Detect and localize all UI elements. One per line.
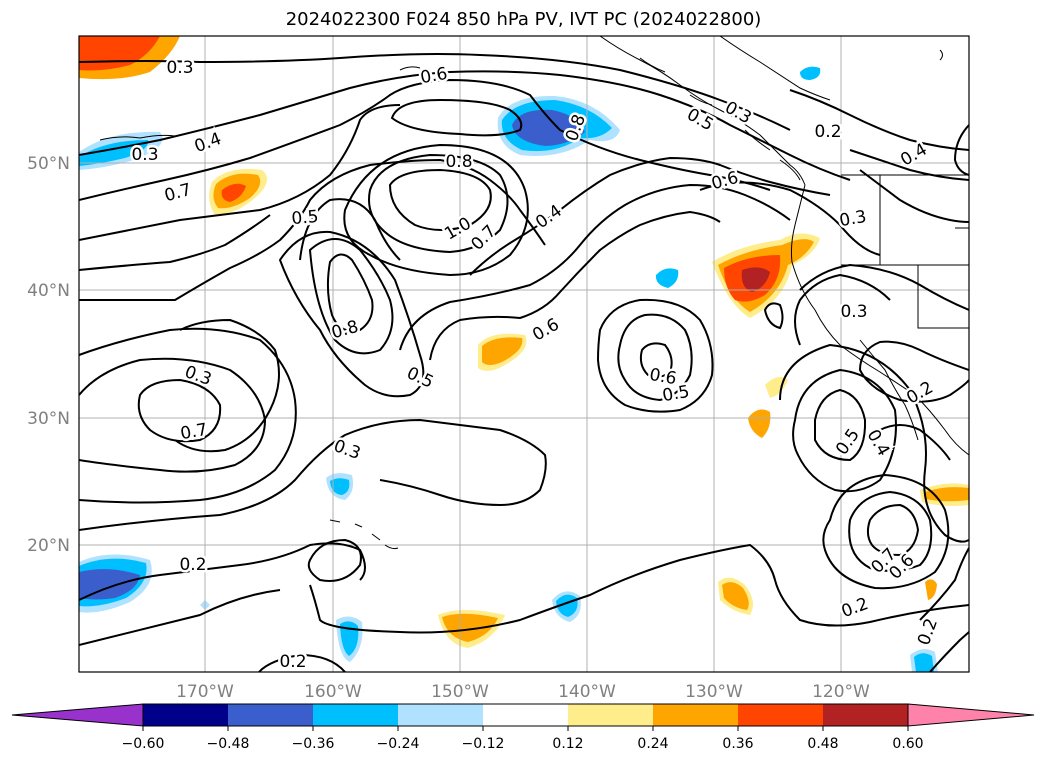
colorbar-tick-label: 0.36 [722,736,753,752]
positive-anomaly-patch [482,337,523,365]
lon-label: 160°W [304,682,362,702]
colorbar-tick-label: −0.48 [207,736,250,752]
lon-label: 120°W [812,682,870,702]
lat-label: 50°N [27,154,70,174]
colorbar-segment [653,704,738,726]
negative-anomaly-patch [330,478,350,495]
contour-label: 0.5 [661,382,691,406]
colorbar-tick-label: 0.24 [637,736,668,752]
colorbar-segment [568,704,653,726]
negative-anomaly-patch [800,66,821,80]
positive-anomaly-patch [748,409,771,438]
contour-label: 0.7 [162,180,193,206]
lon-label: 140°W [558,682,616,702]
negative-anomaly-patch [79,569,140,600]
contour-label: 0.2 [279,652,306,672]
lon-axis: 170°W 160°W 150°W 140°W 130°W 120°W [176,682,870,702]
shaded-anomalies [79,36,969,672]
positive-anomaly-patch [722,582,749,610]
colorbar-segment [738,704,823,726]
contour-label: 0.3 [331,436,363,464]
gridlines [79,36,969,672]
contour-label: 0.2 [179,555,206,575]
negative-anomaly-patch [914,653,934,672]
contour-label: 0.8 [445,152,472,172]
map-frame [78,35,970,673]
positive-anomaly-patch [442,613,498,642]
colorbar-frame [142,703,909,727]
colorbar-extend-max [907,703,1035,727]
colorbar-extend-min [11,703,144,727]
contour-label: 0.5 [404,363,437,393]
pv-contours [79,53,969,672]
negative-anomaly-patch [655,268,679,288]
map-title: 2024022300 F024 850 hPa PV, IVT PC (2024… [285,9,762,30]
contour-label: 0.3 [838,207,868,231]
colorbar-tick-label: 0.12 [552,736,583,752]
colorbar-segment [228,704,313,726]
colorbar-segment [823,704,908,726]
contour-label: 0.5 [291,207,320,229]
colorbar-tick-label: −0.12 [462,736,505,752]
lon-label: 150°W [431,682,489,702]
colorbar-segment [143,704,228,726]
colorbar-tick-label: −0.24 [377,736,420,752]
contour-label: 0.7 [179,420,209,444]
negative-anomaly-patch [512,109,585,146]
contour-label: 0.6 [529,315,562,346]
contour-label: 0.3 [131,145,158,165]
contour-label: 0.4 [863,426,894,459]
contour-label: 0.4 [192,129,224,157]
lat-label: 20°N [27,536,70,556]
colorbar: −0.60 −0.48 −0.36 −0.24 −0.12 0.12 0.24 0.36 0.4… [11,703,1035,752]
lon-label: 170°W [176,682,234,702]
colorbar-tick-label: 0.48 [807,736,838,752]
colorbar-tick-label: 0.60 [892,736,923,752]
contour-label: 0.3 [840,302,867,322]
colorbar-tick-label: −0.60 [122,736,165,752]
contour-label: 0.2 [903,378,936,409]
contour-label: 0.7 [467,221,500,254]
contour-label: 0.5 [832,425,864,459]
coastlines [99,36,969,550]
map-area: 0.3 0.60.40.30.70.50.81.00.70.40.8 0.20.30… [79,36,969,672]
colorbar-segment [483,704,568,726]
lon-label: 130°W [685,682,743,702]
contour-label: 0.4 [532,201,566,233]
contour-label: 0.2 [814,122,841,142]
contour-label: 0.3 [182,362,214,390]
contour-label: 0.2 [914,616,942,648]
colorbar-segment [398,704,483,726]
contour-label: 0.3 [166,58,193,78]
positive-anomaly-patch [221,183,246,202]
colorbar-tick-label: −0.36 [292,736,335,752]
contour-label: 0.6 [419,64,449,88]
positive-anomaly-patch [741,267,770,292]
positive-anomaly-patch [925,579,937,600]
contour-label: 0.2 [839,594,871,622]
lat-label: 30°N [27,409,70,429]
lat-axis: 50°N 40°N 30°N 20°N [27,154,70,556]
lat-label: 40°N [27,281,70,301]
colorbar-segment [313,704,398,726]
contour-label: 0.5 [683,105,716,136]
